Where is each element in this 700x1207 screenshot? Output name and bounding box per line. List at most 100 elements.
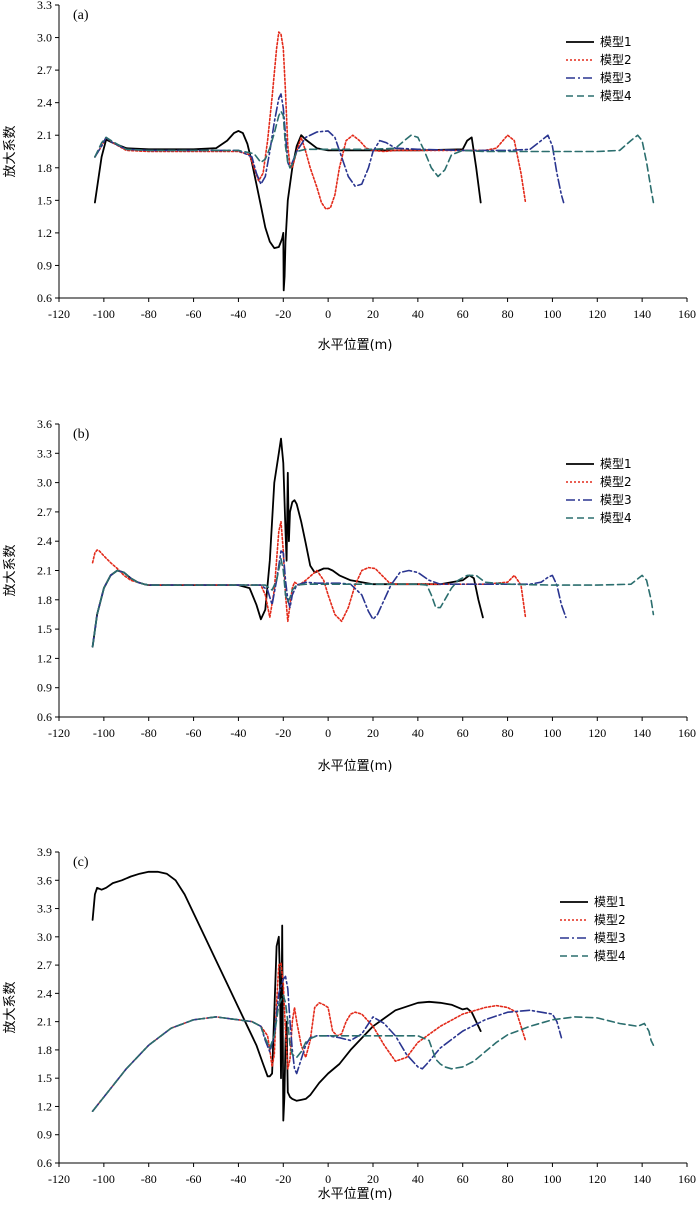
y-tick-label: 2.1 <box>37 1015 52 1029</box>
series-line-2 <box>94 31 527 210</box>
x-tick-label: -100 <box>93 726 115 740</box>
series-line-3 <box>91 975 563 1112</box>
y-tick-label: 1.2 <box>37 1099 52 1113</box>
y-tick-label: 0.9 <box>37 1128 52 1142</box>
y-tick-label: 2.1 <box>37 564 52 578</box>
x-tick-label: 40 <box>412 307 424 321</box>
series-line-1 <box>94 129 482 292</box>
panel-label: (a) <box>73 8 89 23</box>
x-tick-label: 80 <box>502 307 514 321</box>
y-tick-label: 1.8 <box>37 593 52 607</box>
x-tick-label: 40 <box>412 726 424 740</box>
y-tick-label: 2.4 <box>37 96 52 110</box>
series-line-4 <box>91 994 655 1112</box>
x-tick-label: -100 <box>93 1172 115 1186</box>
y-tick-label: 3.3 <box>37 446 52 460</box>
x-tick-label: -120 <box>48 726 70 740</box>
y-axis-label: 放大系数 <box>3 544 18 596</box>
x-tick-label: 60 <box>457 726 469 740</box>
x-tick-label: 20 <box>367 726 379 740</box>
x-tick-label: 20 <box>367 307 379 321</box>
legend-label: 模型2 <box>600 53 632 67</box>
series-line-2 <box>91 520 527 623</box>
y-tick-label: 3.0 <box>37 31 52 45</box>
x-tick-label: -60 <box>186 307 202 321</box>
x-tick-label: -40 <box>230 307 246 321</box>
x-tick-label: 140 <box>633 1172 651 1186</box>
y-tick-label: 3.3 <box>37 0 52 12</box>
chart-panel-0: 0.6 0.9 1.2 1.5 1.8 2.1 2.4 2.7 3.0 3.3 -120 -100 -8… <box>3 0 696 353</box>
series-line-3 <box>91 550 567 648</box>
x-tick-label: -20 <box>275 307 291 321</box>
x-tick-label: 0 <box>325 1172 331 1186</box>
x-tick-label: 160 <box>678 307 696 321</box>
y-tick-label: 0.9 <box>37 258 52 272</box>
x-tick-label: 20 <box>367 1172 379 1186</box>
y-axis-label: 放大系数 <box>3 981 18 1033</box>
legend-label: 模型1 <box>594 895 626 909</box>
y-tick-label: 0.6 <box>37 710 52 724</box>
x-tick-label: -80 <box>141 726 157 740</box>
y-tick-label: 1.8 <box>37 1043 52 1057</box>
y-tick-label: 1.8 <box>37 161 52 175</box>
x-axis-label: 水平位置(m) <box>318 1187 393 1202</box>
y-tick-label: 2.1 <box>37 128 52 142</box>
legend-label: 模型1 <box>600 457 632 471</box>
x-tick-label: 160 <box>678 1172 696 1186</box>
chart-panel-2: 0.6 0.9 1.2 1.5 1.8 2.1 2.4 2.7 3.0 3.3 3.6 3.9 -120… <box>3 845 696 1202</box>
legend-label: 模型2 <box>600 475 632 489</box>
y-tick-label: 0.6 <box>37 1156 52 1170</box>
panel-label: (c) <box>73 855 89 870</box>
x-tick-label: 140 <box>633 726 651 740</box>
x-tick-label: 80 <box>502 726 514 740</box>
x-tick-label: 100 <box>543 726 561 740</box>
y-tick-label: 1.5 <box>37 193 52 207</box>
y-tick-label: 0.6 <box>37 291 52 305</box>
legend-label: 模型1 <box>600 35 632 49</box>
x-tick-label: 140 <box>633 307 651 321</box>
x-tick-label: 60 <box>457 1172 469 1186</box>
x-tick-label: -20 <box>275 726 291 740</box>
x-tick-label: 0 <box>325 307 331 321</box>
y-tick-label: 0.9 <box>37 681 52 695</box>
series-line-1 <box>91 870 482 1122</box>
chart-panel-1: 0.6 0.9 1.2 1.5 1.8 2.1 2.4 2.7 3.0 3.3 3.6 -120 -10… <box>3 417 696 774</box>
series-line-2 <box>91 962 527 1112</box>
y-tick-label: 2.4 <box>37 534 52 548</box>
y-tick-label: 3.0 <box>37 476 52 490</box>
x-tick-label: -20 <box>275 1172 291 1186</box>
y-tick-label: 2.7 <box>37 63 52 77</box>
series-line-4 <box>91 557 655 648</box>
y-tick-label: 3.3 <box>37 902 52 916</box>
y-tick-label: 3.9 <box>37 845 52 859</box>
y-tick-label: 3.6 <box>37 417 52 431</box>
x-tick-label: 60 <box>457 307 469 321</box>
x-tick-label: -120 <box>48 307 70 321</box>
x-axis-label: 水平位置(m) <box>318 759 393 774</box>
x-tick-label: -60 <box>186 726 202 740</box>
x-tick-label: 120 <box>588 726 606 740</box>
y-tick-label: 3.0 <box>37 930 52 944</box>
x-tick-label: 120 <box>588 1172 606 1186</box>
y-tick-label: 1.5 <box>37 1071 52 1085</box>
legend-label: 模型4 <box>594 949 626 963</box>
panel-label: (b) <box>73 427 90 442</box>
y-tick-label: 2.7 <box>37 505 52 519</box>
x-tick-label: 160 <box>678 726 696 740</box>
x-tick-label: 80 <box>502 1172 514 1186</box>
series-line-4 <box>94 110 655 204</box>
y-tick-label: 2.7 <box>37 958 52 972</box>
y-tick-label: 1.2 <box>37 651 52 665</box>
y-axis-label: 放大系数 <box>3 125 18 177</box>
y-tick-label: 1.5 <box>37 622 52 636</box>
legend-label: 模型4 <box>600 511 632 525</box>
x-tick-label: -100 <box>93 307 115 321</box>
y-tick-label: 1.2 <box>37 226 52 240</box>
x-tick-label: -80 <box>141 1172 157 1186</box>
legend-label: 模型2 <box>594 913 626 927</box>
x-tick-label: -40 <box>230 1172 246 1186</box>
x-tick-label: -120 <box>48 1172 70 1186</box>
x-tick-label: -40 <box>230 726 246 740</box>
y-tick-label: 2.4 <box>37 986 52 1000</box>
